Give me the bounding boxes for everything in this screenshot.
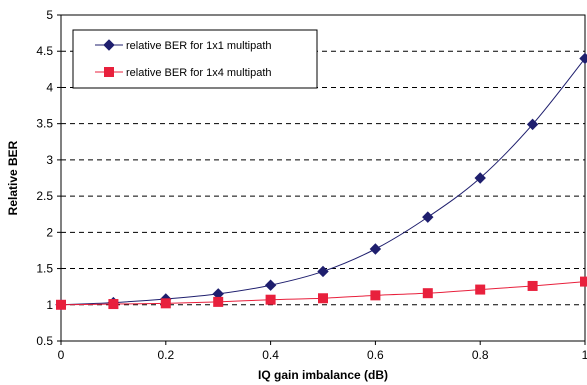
series-2 <box>56 276 587 310</box>
legend-box <box>72 29 318 89</box>
data-point <box>474 172 486 184</box>
series-1 <box>55 52 587 311</box>
x-tick-label: 0 <box>58 348 65 362</box>
y-axis: 0.5 1 1.5 2 2.5 3 3.5 4 4.5 5 <box>36 8 61 348</box>
series-line <box>60 58 586 306</box>
data-point <box>160 298 171 309</box>
y-tick-label: 2 <box>46 225 53 239</box>
x-tick-label: 0.4 <box>262 348 279 362</box>
data-point <box>370 290 381 301</box>
data-point <box>264 279 277 291</box>
data-point <box>369 243 382 255</box>
x-axis: 0 0.2 0.4 0.6 0.8 1 <box>58 341 587 362</box>
legend: relative BER for 1x1 multipath relative B… <box>72 29 318 89</box>
x-tick-label: 1 <box>582 348 587 362</box>
y-tick-label: 3.5 <box>36 117 53 131</box>
y-tick-label: 2.5 <box>36 189 53 203</box>
data-point <box>527 280 538 291</box>
y-tick-label: 5 <box>46 8 53 22</box>
x-tick-label: 0.6 <box>367 348 384 362</box>
legend-label: relative BER for 1x4 multipath <box>126 67 272 79</box>
data-point <box>213 296 224 307</box>
legend-marker <box>104 67 114 77</box>
data-point <box>265 294 276 305</box>
data-point <box>317 265 329 278</box>
y-tick-label: 4 <box>46 80 53 94</box>
data-point <box>422 288 433 299</box>
y-tick-label: 4.5 <box>36 44 53 58</box>
data-point <box>108 299 119 310</box>
series-layer <box>55 52 587 311</box>
y-axis-title: Relative BER <box>6 140 20 215</box>
legend-item-1: relative BER for 1x1 multipath <box>95 39 272 52</box>
data-point <box>580 276 587 287</box>
plot-area <box>60 14 586 342</box>
x-tick-label: 0.2 <box>157 348 174 362</box>
legend-label: relative BER for 1x1 multipath <box>126 40 272 52</box>
legend-item-2: relative BER for 1x4 multipath <box>95 67 272 79</box>
data-point <box>579 52 587 65</box>
y-tick-label: 1 <box>46 298 53 312</box>
data-point <box>422 211 434 223</box>
data-point <box>56 299 66 310</box>
x-tick-label: 0.8 <box>472 348 489 362</box>
legend-marker <box>103 39 115 51</box>
x-axis-title: IQ gain imbalance (dB) <box>258 368 388 382</box>
y-tick-label: 3 <box>46 153 53 167</box>
data-point <box>318 293 328 304</box>
y-tick-label: 0.5 <box>36 334 53 348</box>
y-tick-label: 1.5 <box>36 262 53 276</box>
data-point <box>526 118 539 131</box>
data-point <box>475 284 486 295</box>
